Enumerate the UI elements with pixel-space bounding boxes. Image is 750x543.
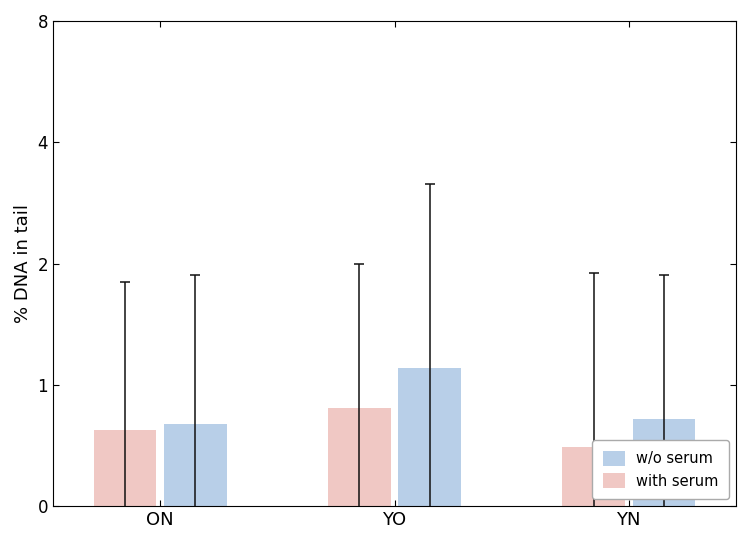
Y-axis label: % DNA in tail: % DNA in tail (14, 204, 32, 323)
Legend: w/o serum, with serum: w/o serum, with serum (592, 440, 729, 499)
Bar (94, 430, 157, 506)
Bar (328, 408, 391, 506)
Bar (398, 368, 461, 506)
Bar (633, 419, 695, 506)
Bar (562, 447, 625, 506)
Bar (164, 424, 226, 506)
